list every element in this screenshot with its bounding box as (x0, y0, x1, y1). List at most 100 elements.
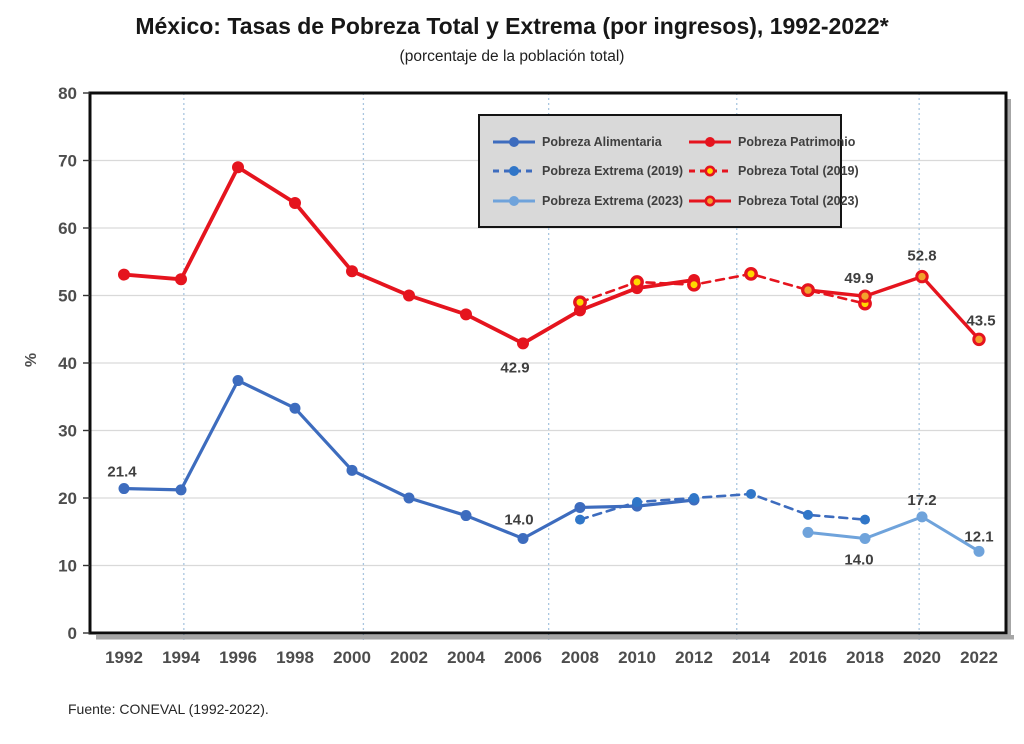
plot-frame-shadow-bottom (96, 635, 1014, 640)
legend-label: Pobreza Extrema (2023) (542, 193, 684, 208)
data-label: 17.2 (907, 492, 936, 509)
data-point (118, 268, 130, 281)
data-point (801, 283, 815, 297)
data-label: 52.8 (907, 248, 936, 265)
data-point (403, 492, 415, 504)
series-line-pobreza-total-2019- (578, 272, 867, 305)
data-point (232, 375, 244, 387)
data-point (289, 402, 301, 414)
x-tick-label: 2014 (732, 648, 770, 667)
data-point (175, 273, 187, 286)
data-point (858, 289, 872, 303)
data-labels: 21.4 14.0 42.9 49.9 52.8 43.5 17.2 14.0 12.1 (107, 248, 995, 569)
legend-item-pobreza-total-2019-: Pobreza Total (2019) (688, 163, 859, 179)
chart-subtitle: (porcentaje de la población total) (399, 48, 625, 65)
series-markers-pobreza-alimentaria (118, 375, 700, 544)
source-note: Fuente: CONEVAL (1992-2022). (68, 701, 269, 717)
data-point (916, 511, 928, 523)
y-tick-label: 40 (58, 354, 77, 373)
data-point (118, 483, 130, 495)
x-tick-label: 2006 (504, 648, 542, 667)
legend-line-sample (493, 166, 535, 176)
legend-label: Pobreza Extrema (2019) (542, 164, 684, 178)
data-point (346, 265, 358, 278)
data-point (859, 533, 871, 544)
data-point (915, 269, 929, 284)
x-tick-label: 2016 (789, 648, 827, 667)
x-axis: 1992 1994 1996 1998 2000 2002 2004 2006 2008 2010… (105, 648, 998, 667)
y-tick-label: 80 (58, 84, 77, 103)
x-tick-label: 2018 (846, 648, 884, 667)
x-tick-label: 1992 (105, 648, 143, 667)
series-markers-pobreza-extrema-2023- (802, 511, 985, 557)
data-point (744, 266, 758, 281)
data-point (460, 308, 472, 321)
data-point (860, 514, 870, 525)
legend-line-sample (689, 136, 731, 147)
series-markers-pobreza-extrema-2019- (575, 488, 870, 525)
data-label: 14.0 (844, 552, 873, 569)
series-line-pobreza-extrema-2023- (806, 515, 981, 553)
data-point (575, 514, 585, 525)
data-label: 12.1 (964, 528, 993, 545)
y-axis: 0 10 20 30 40 50 60 70 80% (23, 84, 90, 643)
series-markers-pobreza-total-2023- (801, 269, 986, 347)
data-point (972, 332, 986, 347)
x-tick-label: 2012 (675, 648, 713, 667)
series-line-pobreza-extrema-2019- (578, 492, 867, 521)
legend-label: Pobreza Patrimonio (738, 134, 856, 149)
plot-frame-shadow-right (1007, 99, 1011, 639)
data-label: 21.4 (107, 464, 137, 481)
y-tick-label: 10 (58, 557, 77, 576)
legend-line-sample (493, 195, 535, 206)
legend-label: Pobreza Alimentaria (542, 134, 662, 149)
y-tick-label: 50 (58, 287, 77, 306)
legend-item-pobreza-extrema-2023-: Pobreza Extrema (2023) (492, 193, 688, 209)
y-tick-label: 60 (58, 219, 77, 238)
legend-item-pobreza-extrema-2019-: Pobreza Extrema (2019) (492, 163, 688, 179)
data-point (630, 275, 644, 289)
y-tick-label: 30 (58, 422, 77, 441)
x-tick-label: 2002 (390, 648, 428, 667)
legend-item-pobreza-patrimonio: Pobreza Patrimonio (688, 134, 859, 150)
legend-item-pobreza-alimentaria: Pobreza Alimentaria (492, 134, 688, 150)
data-point (517, 533, 529, 544)
data-point (517, 337, 529, 350)
data-point (803, 509, 813, 520)
data-point (573, 295, 587, 310)
x-tick-label: 2010 (618, 648, 656, 667)
legend-line-sample (493, 136, 535, 147)
legend-label: Pobreza Total (2019) (738, 164, 859, 178)
data-point (746, 488, 756, 499)
chart-title: México: Tasas de Pobreza Total y Extrema… (135, 13, 889, 39)
y-tick-label: 0 (68, 624, 77, 643)
y-tick-label: 20 (58, 489, 77, 508)
x-tick-label: 2004 (447, 648, 485, 667)
legend-line-sample (689, 195, 731, 206)
x-tick-label: 1998 (276, 648, 314, 667)
legend-item-pobreza-total-2023-: Pobreza Total (2023) (688, 193, 859, 209)
data-label: 14.0 (504, 512, 533, 529)
data-point (802, 526, 814, 538)
x-tick-label: 2022 (960, 648, 998, 667)
x-tick-label: 2000 (333, 648, 371, 667)
data-point (973, 545, 985, 557)
data-point (632, 497, 642, 508)
y-axis-title: % (23, 353, 40, 367)
data-point (175, 484, 187, 496)
series-line-pobreza-alimentaria (122, 378, 696, 541)
data-point (289, 197, 301, 210)
x-tick-label: 2008 (561, 648, 599, 667)
data-point (687, 277, 701, 292)
data-label: 43.5 (966, 312, 995, 329)
y-tick-label: 70 (58, 152, 77, 171)
data-label: 42.9 (500, 359, 529, 376)
data-label: 49.9 (844, 270, 873, 287)
data-point (232, 161, 244, 174)
series-line-pobreza-total-2023- (806, 274, 981, 342)
x-tick-label: 1996 (219, 648, 257, 667)
legend-label: Pobreza Total (2023) (738, 193, 859, 208)
x-tick-label: 1994 (162, 648, 200, 667)
